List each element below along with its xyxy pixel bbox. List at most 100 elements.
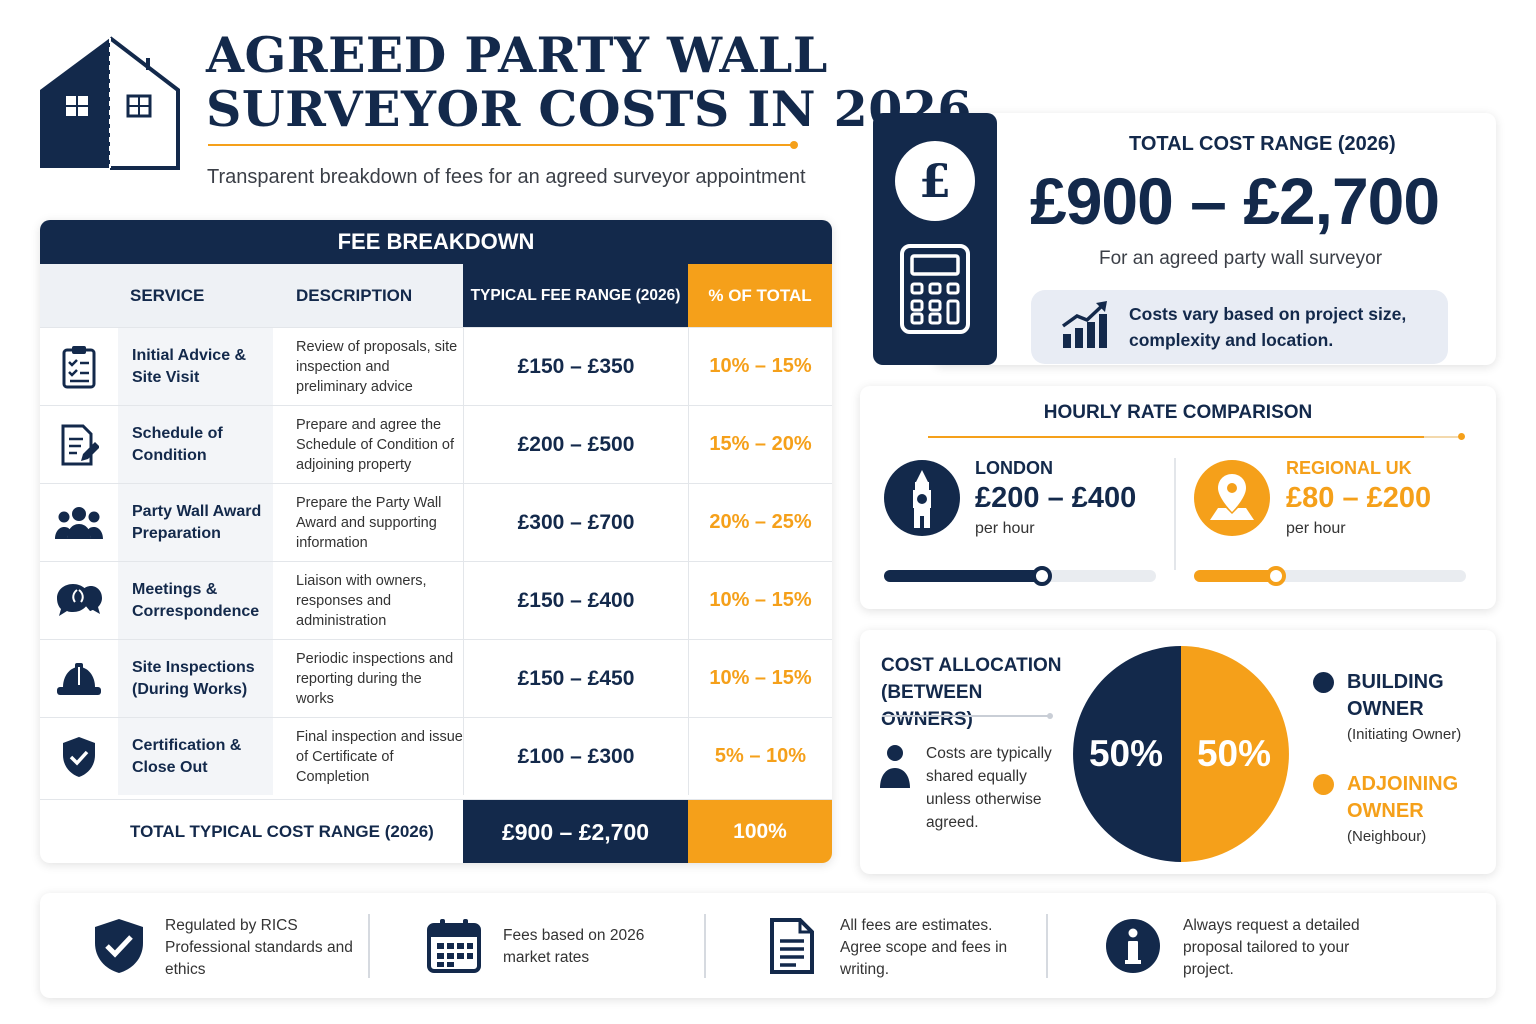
map-pin-icon <box>1194 460 1270 536</box>
table-row: Party Wall Award Preparation Prepare the… <box>40 483 832 561</box>
page-subtitle: Transparent breakdown of fees for an agr… <box>207 166 806 188</box>
group-icon <box>55 506 103 539</box>
london-rate-bar-knob <box>1032 566 1052 586</box>
shield-check-icon <box>95 919 143 973</box>
table-row: Initial Advice & Site Visit Review of pr… <box>40 327 832 405</box>
hourly-divider-tail <box>1424 436 1458 438</box>
table-row: Certification & Close Out Final inspecti… <box>40 717 832 799</box>
service-name: Initial Advice & Site Visit <box>118 328 273 405</box>
fee-breakdown-heading: FEE BREAKDOWN <box>40 220 832 264</box>
london-rate-bar <box>884 566 1156 586</box>
column-header-fee-range: TYPICAL FEE RANGE (2026) <box>463 264 688 327</box>
total-percent: 100% <box>688 800 832 863</box>
bar-chart-growth-icon <box>1061 301 1107 348</box>
footer-note-market-rates: Fees based on 2026 market rates <box>503 927 645 966</box>
regional-rate-bar <box>1194 566 1466 586</box>
footer-notes: Regulated by RICS Professional standards… <box>40 893 1496 998</box>
footer-note-proposal: Always request a detailed proposal tailo… <box>1183 917 1360 978</box>
fee-range: £150 – £400 <box>463 562 688 639</box>
fee-range: £300 – £700 <box>463 484 688 561</box>
percent-of-total: 10% – 15% <box>688 562 832 639</box>
title-divider <box>208 144 794 146</box>
footer-divider <box>1046 914 1048 978</box>
hourly-column-divider <box>1174 458 1176 570</box>
service-name: Site Inspections (During Works) <box>118 640 273 717</box>
service-description: Periodic inspections and reporting durin… <box>296 650 454 707</box>
legend-adjoining-owner-role: (Neighbour) <box>1347 828 1427 845</box>
percent-of-total: 20% – 25% <box>688 484 832 561</box>
legend-dot-building-owner <box>1313 672 1334 693</box>
legend-building-owner: BUILDING OWNER <box>1347 671 1444 720</box>
legend-building-owner-role: (Initiating Owner) <box>1347 726 1462 743</box>
london-rate: £200 – £400 <box>975 482 1137 514</box>
london-rate-unit: per hour <box>975 520 1035 537</box>
table-row: Site Inspections (During Works) Periodic… <box>40 639 832 717</box>
table-row: Schedule of Condition Prepare and agree … <box>40 405 832 483</box>
fee-range: £100 – £300 <box>463 718 688 795</box>
service-description: Review of proposals, site inspection and… <box>296 338 458 395</box>
total-cost-title: TOTAL COST RANGE (2026) <box>1129 133 1396 155</box>
pie-label-adjoining-owner: 50% <box>1197 733 1271 774</box>
column-header-percent: % OF TOTAL <box>688 264 832 327</box>
title-divider-dot <box>790 141 798 149</box>
total-cost-icon-panel: £ <box>873 113 997 365</box>
fee-range: £200 – £500 <box>463 406 688 483</box>
service-name: Certification & Close Out <box>118 718 273 795</box>
service-name: Meetings & Correspondence <box>118 562 273 639</box>
column-header-service: SERVICE <box>40 264 273 327</box>
pie-label-building-owner: 50% <box>1089 733 1163 774</box>
table-row: Meetings & Correspondence Liaison with o… <box>40 561 832 639</box>
regional-rate: £80 – £200 <box>1286 482 1432 514</box>
cost-variation-note: Costs vary based on project size, comple… <box>1129 304 1407 350</box>
info-icon <box>1106 919 1160 973</box>
service-description: Liaison with owners, responses and admin… <box>296 572 427 629</box>
pie-slice-building-owner <box>1073 646 1181 862</box>
cost-allocation-divider <box>882 715 1048 717</box>
footer-divider <box>704 914 706 978</box>
hourly-divider-dot <box>1458 433 1465 440</box>
footer-divider <box>368 914 370 978</box>
table-total-row: TOTAL TYPICAL COST RANGE (2026) £900 – £… <box>40 799 832 863</box>
service-name: Party Wall Award Preparation <box>118 484 273 561</box>
person-icon <box>880 745 910 788</box>
legend-dot-adjoining-owner <box>1313 774 1334 795</box>
pie-slice-adjoining-owner <box>1181 646 1289 862</box>
service-description: Prepare and agree the Schedule of Condit… <box>296 416 454 473</box>
hourly-rate-card: HOURLY RATE COMPARISON LONDON £200 – £40… <box>860 386 1496 609</box>
big-ben-icon <box>884 460 960 536</box>
clipboard-checklist-icon <box>62 345 96 388</box>
chat-bubbles-icon <box>57 583 102 616</box>
total-cost-subtitle: For an agreed party wall surveyor <box>1099 248 1383 269</box>
column-header-description: DESCRIPTION <box>273 264 463 327</box>
regional-rate-bar-knob <box>1266 566 1286 586</box>
page-title: AGREED PARTY WALL SURVEYOR COSTS IN 2026 <box>206 26 973 138</box>
service-description: Prepare the Party Wall Award and support… <box>296 494 442 551</box>
hard-hat-icon <box>57 662 101 695</box>
percent-of-total: 10% – 15% <box>688 328 832 405</box>
legend-adjoining-owner: ADJOINING OWNER <box>1347 773 1459 822</box>
calendar-icon <box>427 919 481 973</box>
service-description: Final inspection and issue of Certificat… <box>296 728 463 785</box>
cost-allocation-note: Costs are typically shared equally unles… <box>926 745 1052 831</box>
regional-rate-unit: per hour <box>1286 520 1346 537</box>
percent-of-total: 5% – 10% <box>688 718 832 795</box>
cost-allocation-title: COST ALLOCATION (BETWEEN OWNERS) <box>881 655 1062 730</box>
total-label: TOTAL TYPICAL COST RANGE (2026) <box>130 822 434 841</box>
fee-range: £150 – £350 <box>463 328 688 405</box>
footer-note-rics: Regulated by RICS Professional standards… <box>165 917 353 978</box>
total-fee-range: £900 – £2,700 <box>463 800 688 863</box>
hourly-rate-title: HOURLY RATE COMPARISON <box>1043 402 1313 423</box>
fee-breakdown-table: FEE BREAKDOWN SERVICE DESCRIPTION TYPICA… <box>40 220 832 863</box>
regional-label: REGIONAL UK <box>1286 458 1412 478</box>
percent-of-total: 10% – 15% <box>688 640 832 717</box>
shield-check-icon <box>63 736 95 777</box>
total-cost-value: £900 – £2,700 <box>1030 164 1440 238</box>
document-icon <box>770 918 814 974</box>
cost-allocation-card: COST ALLOCATION (BETWEEN OWNERS) Costs a… <box>860 630 1496 874</box>
cost-allocation-divider-dot <box>1047 713 1053 719</box>
footer-note-estimates: All fees are estimates. Agree scope and … <box>840 917 1008 978</box>
hourly-divider <box>928 436 1424 438</box>
london-rate-bar-fill <box>884 570 1042 582</box>
house-icon <box>40 36 180 170</box>
pound-icon: £ <box>895 141 975 221</box>
